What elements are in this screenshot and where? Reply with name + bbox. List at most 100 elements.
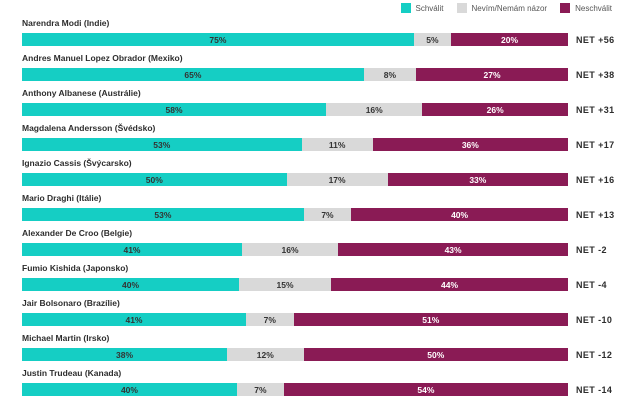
neutral-segment: 16% — [241, 243, 339, 256]
net-label: NET +38 — [576, 69, 615, 80]
stacked-bar: 53% 11% 36% — [22, 138, 569, 151]
neutral-value-label: 8% — [383, 69, 397, 80]
neutral-segment: 7% — [245, 313, 294, 326]
chart-row: Mario Draghi (Itálie) 53% 7% 40% NET +13 — [0, 193, 640, 228]
disapprove-segment: 20% — [451, 33, 568, 46]
leader-name-label: Mario Draghi (Itálie) — [22, 193, 102, 203]
legend-item-neutral: Nevím/Nemám názor — [456, 3, 547, 13]
leader-name-label: Narendra Modi (Indie) — [22, 18, 110, 28]
net-label: NET -4 — [576, 279, 607, 290]
leader-name-label: Michael Martin (Irsko) — [22, 333, 110, 343]
neutral-segment: 17% — [286, 173, 388, 186]
leader-name-label: Andres Manuel Lopez Obrador (Mexiko) — [22, 53, 183, 63]
net-label: NET +16 — [576, 174, 615, 185]
disapprove-value-label: 44% — [441, 279, 459, 290]
bar-line: 41% 16% 43% NET -2 — [22, 243, 607, 256]
neutral-segment: 7% — [236, 383, 284, 396]
disapprove-segment: 44% — [331, 278, 569, 291]
disapprove-swatch-icon — [560, 3, 571, 13]
chart-row: Anthony Albanese (Austrálie) 58% 16% 26%… — [0, 88, 640, 123]
stacked-bar: 38% 12% 50% — [22, 348, 568, 361]
legend-item-approve: Schválit — [400, 3, 444, 13]
stacked-bar: 53% 7% 40% — [22, 208, 569, 221]
bar-line: 58% 16% 26% NET +31 — [22, 103, 615, 116]
leader-name-label: Magdalena Andersson (Švédsko) — [22, 123, 156, 133]
neutral-segment: 16% — [326, 103, 423, 116]
chart-row: Michael Martin (Irsko) 38% 12% 50% NET -… — [0, 333, 640, 368]
approve-swatch-icon — [400, 3, 411, 13]
disapprove-segment: 54% — [283, 383, 568, 396]
stacked-bar: 40% 15% 44% — [22, 278, 569, 291]
disapprove-value-label: 27% — [483, 69, 501, 80]
net-label: NET -14 — [576, 384, 613, 395]
stacked-bar: 41% 7% 51% — [22, 313, 568, 326]
disapprove-segment: 26% — [422, 103, 568, 116]
neutral-value-label: 16% — [281, 244, 299, 255]
net-label: NET +17 — [576, 139, 615, 150]
net-label: NET +31 — [576, 104, 615, 115]
bar-line: 50% 17% 33% NET +16 — [22, 173, 615, 186]
disapprove-segment: 50% — [303, 348, 568, 361]
chart-row: Justin Trudeau (Kanada) 40% 7% 54% NET -… — [0, 368, 640, 403]
disapprove-value-label: 20% — [501, 34, 519, 45]
neutral-value-label: 7% — [321, 209, 334, 220]
chart-rows: Narendra Modi (Indie) 75% 5% 20% NET +56 — [0, 18, 640, 403]
chart-row: Alexander De Croo (Belgie) 41% 16% 43% N… — [0, 228, 640, 263]
chart-legend: Schválit Nevím/Nemám názor Neschválit — [400, 3, 612, 13]
disapprove-segment: 43% — [338, 243, 568, 256]
approve-value-label: 53% — [154, 209, 172, 220]
approve-segment: 75% — [22, 33, 414, 46]
legend-item-disapprove: Neschválit — [560, 3, 612, 13]
disapprove-segment: 51% — [293, 313, 568, 326]
neutral-value-label: 11% — [328, 139, 346, 150]
approve-segment: 65% — [22, 68, 364, 81]
stacked-bar: 40% 7% 54% — [22, 383, 568, 396]
disapprove-segment: 40% — [351, 208, 569, 221]
chart-row: Andres Manuel Lopez Obrador (Mexiko) 65%… — [0, 53, 640, 88]
disapprove-segment: 36% — [372, 138, 569, 151]
approve-segment: 41% — [22, 243, 242, 256]
bar-line: 41% 7% 51% NET -10 — [22, 313, 612, 326]
neutral-segment: 5% — [413, 33, 452, 46]
leader-name-label: Fumio Kishida (Japonsko) — [22, 263, 129, 273]
net-label: NET -2 — [576, 244, 607, 255]
disapprove-value-label: 40% — [451, 209, 469, 220]
disapprove-value-label: 43% — [444, 244, 462, 255]
disapprove-value-label: 51% — [422, 314, 440, 325]
approve-value-label: 58% — [165, 104, 183, 115]
approve-segment: 40% — [22, 383, 237, 396]
bar-line: 40% 7% 54% NET -14 — [22, 383, 612, 396]
disapprove-value-label: 26% — [486, 104, 504, 115]
stacked-bar: 65% 8% 27% — [22, 68, 568, 81]
disapprove-value-label: 50% — [427, 349, 445, 360]
neutral-value-label: 16% — [365, 104, 383, 115]
approve-value-label: 38% — [116, 349, 134, 360]
chart-row: Magdalena Andersson (Švédsko) 53% 11% 36… — [0, 123, 640, 158]
leader-name-label: Jair Bolsonaro (Brazílie) — [22, 298, 120, 308]
net-label: NET +13 — [576, 209, 615, 220]
approve-value-label: 50% — [145, 174, 163, 185]
bar-line: 53% 7% 40% NET +13 — [22, 208, 615, 221]
bar-line: 53% 11% 36% NET +17 — [22, 138, 615, 151]
leader-name-label: Ignazio Cassis (Švýcarsko) — [22, 158, 132, 168]
neutral-segment: 12% — [227, 348, 304, 361]
chart-row: Jair Bolsonaro (Brazílie) 41% 7% 51% NET… — [0, 298, 640, 333]
neutral-segment: 8% — [363, 68, 417, 81]
approve-value-label: 40% — [121, 279, 139, 290]
approve-value-label: 75% — [209, 34, 227, 45]
leader-name-label: Anthony Albanese (Austrálie) — [22, 88, 141, 98]
bar-line: 40% 15% 44% NET -4 — [22, 278, 607, 291]
neutral-segment: 7% — [303, 208, 352, 221]
bar-line: 65% 8% 27% NET +38 — [22, 68, 615, 81]
approve-segment: 40% — [22, 278, 239, 291]
leader-name-label: Alexander De Croo (Belgie) — [22, 228, 133, 238]
chart-row: Narendra Modi (Indie) 75% 5% 20% NET +56 — [0, 18, 640, 53]
approve-value-label: 40% — [120, 384, 138, 395]
approve-value-label: 65% — [184, 69, 202, 80]
legend-label-approve: Schválit — [415, 3, 444, 13]
neutral-value-label: 7% — [254, 384, 267, 395]
net-label: NET +56 — [576, 34, 615, 45]
stacked-bar: 41% 16% 43% — [22, 243, 568, 256]
disapprove-value-label: 54% — [417, 384, 435, 395]
approve-segment: 50% — [22, 173, 287, 186]
